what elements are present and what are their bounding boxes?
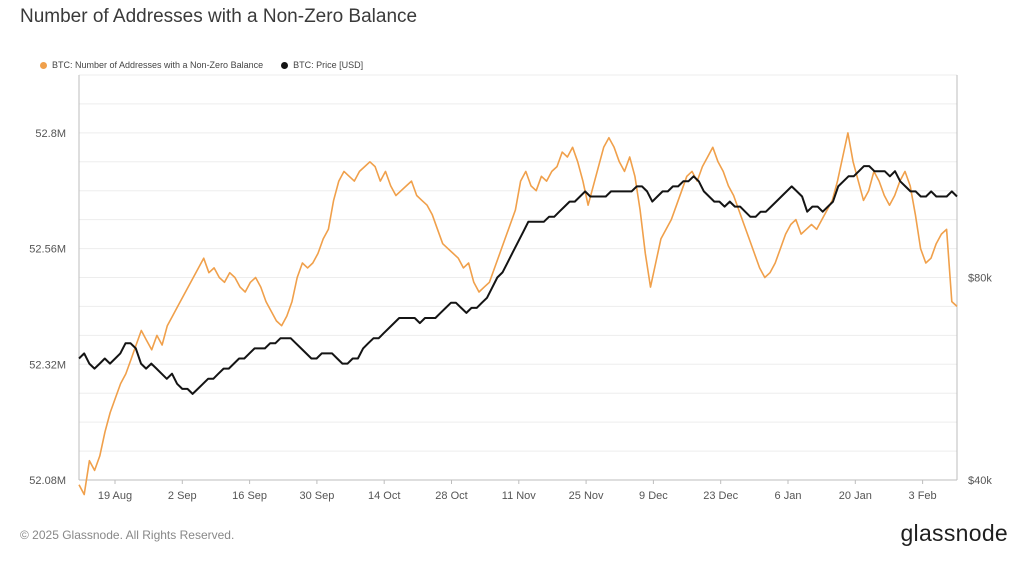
x-tick-label: 30 Sep xyxy=(299,490,334,502)
x-tick-label: 23 Dec xyxy=(703,490,738,502)
y-left-tick-label: 52.56M xyxy=(29,244,66,256)
x-tick-label: 9 Dec xyxy=(639,490,668,502)
chart-title: Number of Addresses with a Non-Zero Bala… xyxy=(20,6,418,27)
y-left-tick-label: 52.8M xyxy=(35,128,66,140)
x-tick-label: 28 Oct xyxy=(435,490,467,502)
brand-logo[interactable]: glassnode xyxy=(900,520,1008,546)
legend-swatch-price xyxy=(281,61,289,69)
x-tick-label: 20 Jan xyxy=(839,490,872,502)
x-tick-label: 3 Feb xyxy=(909,490,937,502)
y-left-tick-label: 52.08M xyxy=(29,475,66,487)
y-right-tick-label: $80k xyxy=(968,273,992,285)
x-tick-label: 25 Nov xyxy=(569,490,604,502)
legend-label-addresses: BTC: Number of Addresses with a Non-Zero… xyxy=(52,60,264,70)
legend-item-price[interactable]: BTC: Price [USD] xyxy=(281,60,363,70)
legend-item-addresses[interactable]: BTC: Number of Addresses with a Non-Zero… xyxy=(40,60,263,70)
legend-swatch-addresses xyxy=(40,61,47,69)
x-tick-label: 19 Aug xyxy=(98,490,132,502)
series-line-addresses xyxy=(78,132,958,496)
y-left-tick-label: 52.32M xyxy=(29,359,66,371)
x-tick-label: 6 Jan xyxy=(775,490,802,502)
y-right-tick-label: $40k xyxy=(968,475,992,487)
series-line-price xyxy=(78,165,958,395)
x-tick-label: 16 Sep xyxy=(232,490,267,502)
chart-legend: BTC: Number of Addresses with a Non-Zero… xyxy=(40,60,363,70)
copyright-text: © 2025 Glassnode. All Rights Reserved. xyxy=(20,528,235,542)
x-tick-label: 2 Sep xyxy=(168,490,197,502)
x-tick-label: 11 Nov xyxy=(502,490,537,502)
x-tick-label: 14 Oct xyxy=(368,490,400,502)
legend-label-price: BTC: Price [USD] xyxy=(293,60,364,70)
